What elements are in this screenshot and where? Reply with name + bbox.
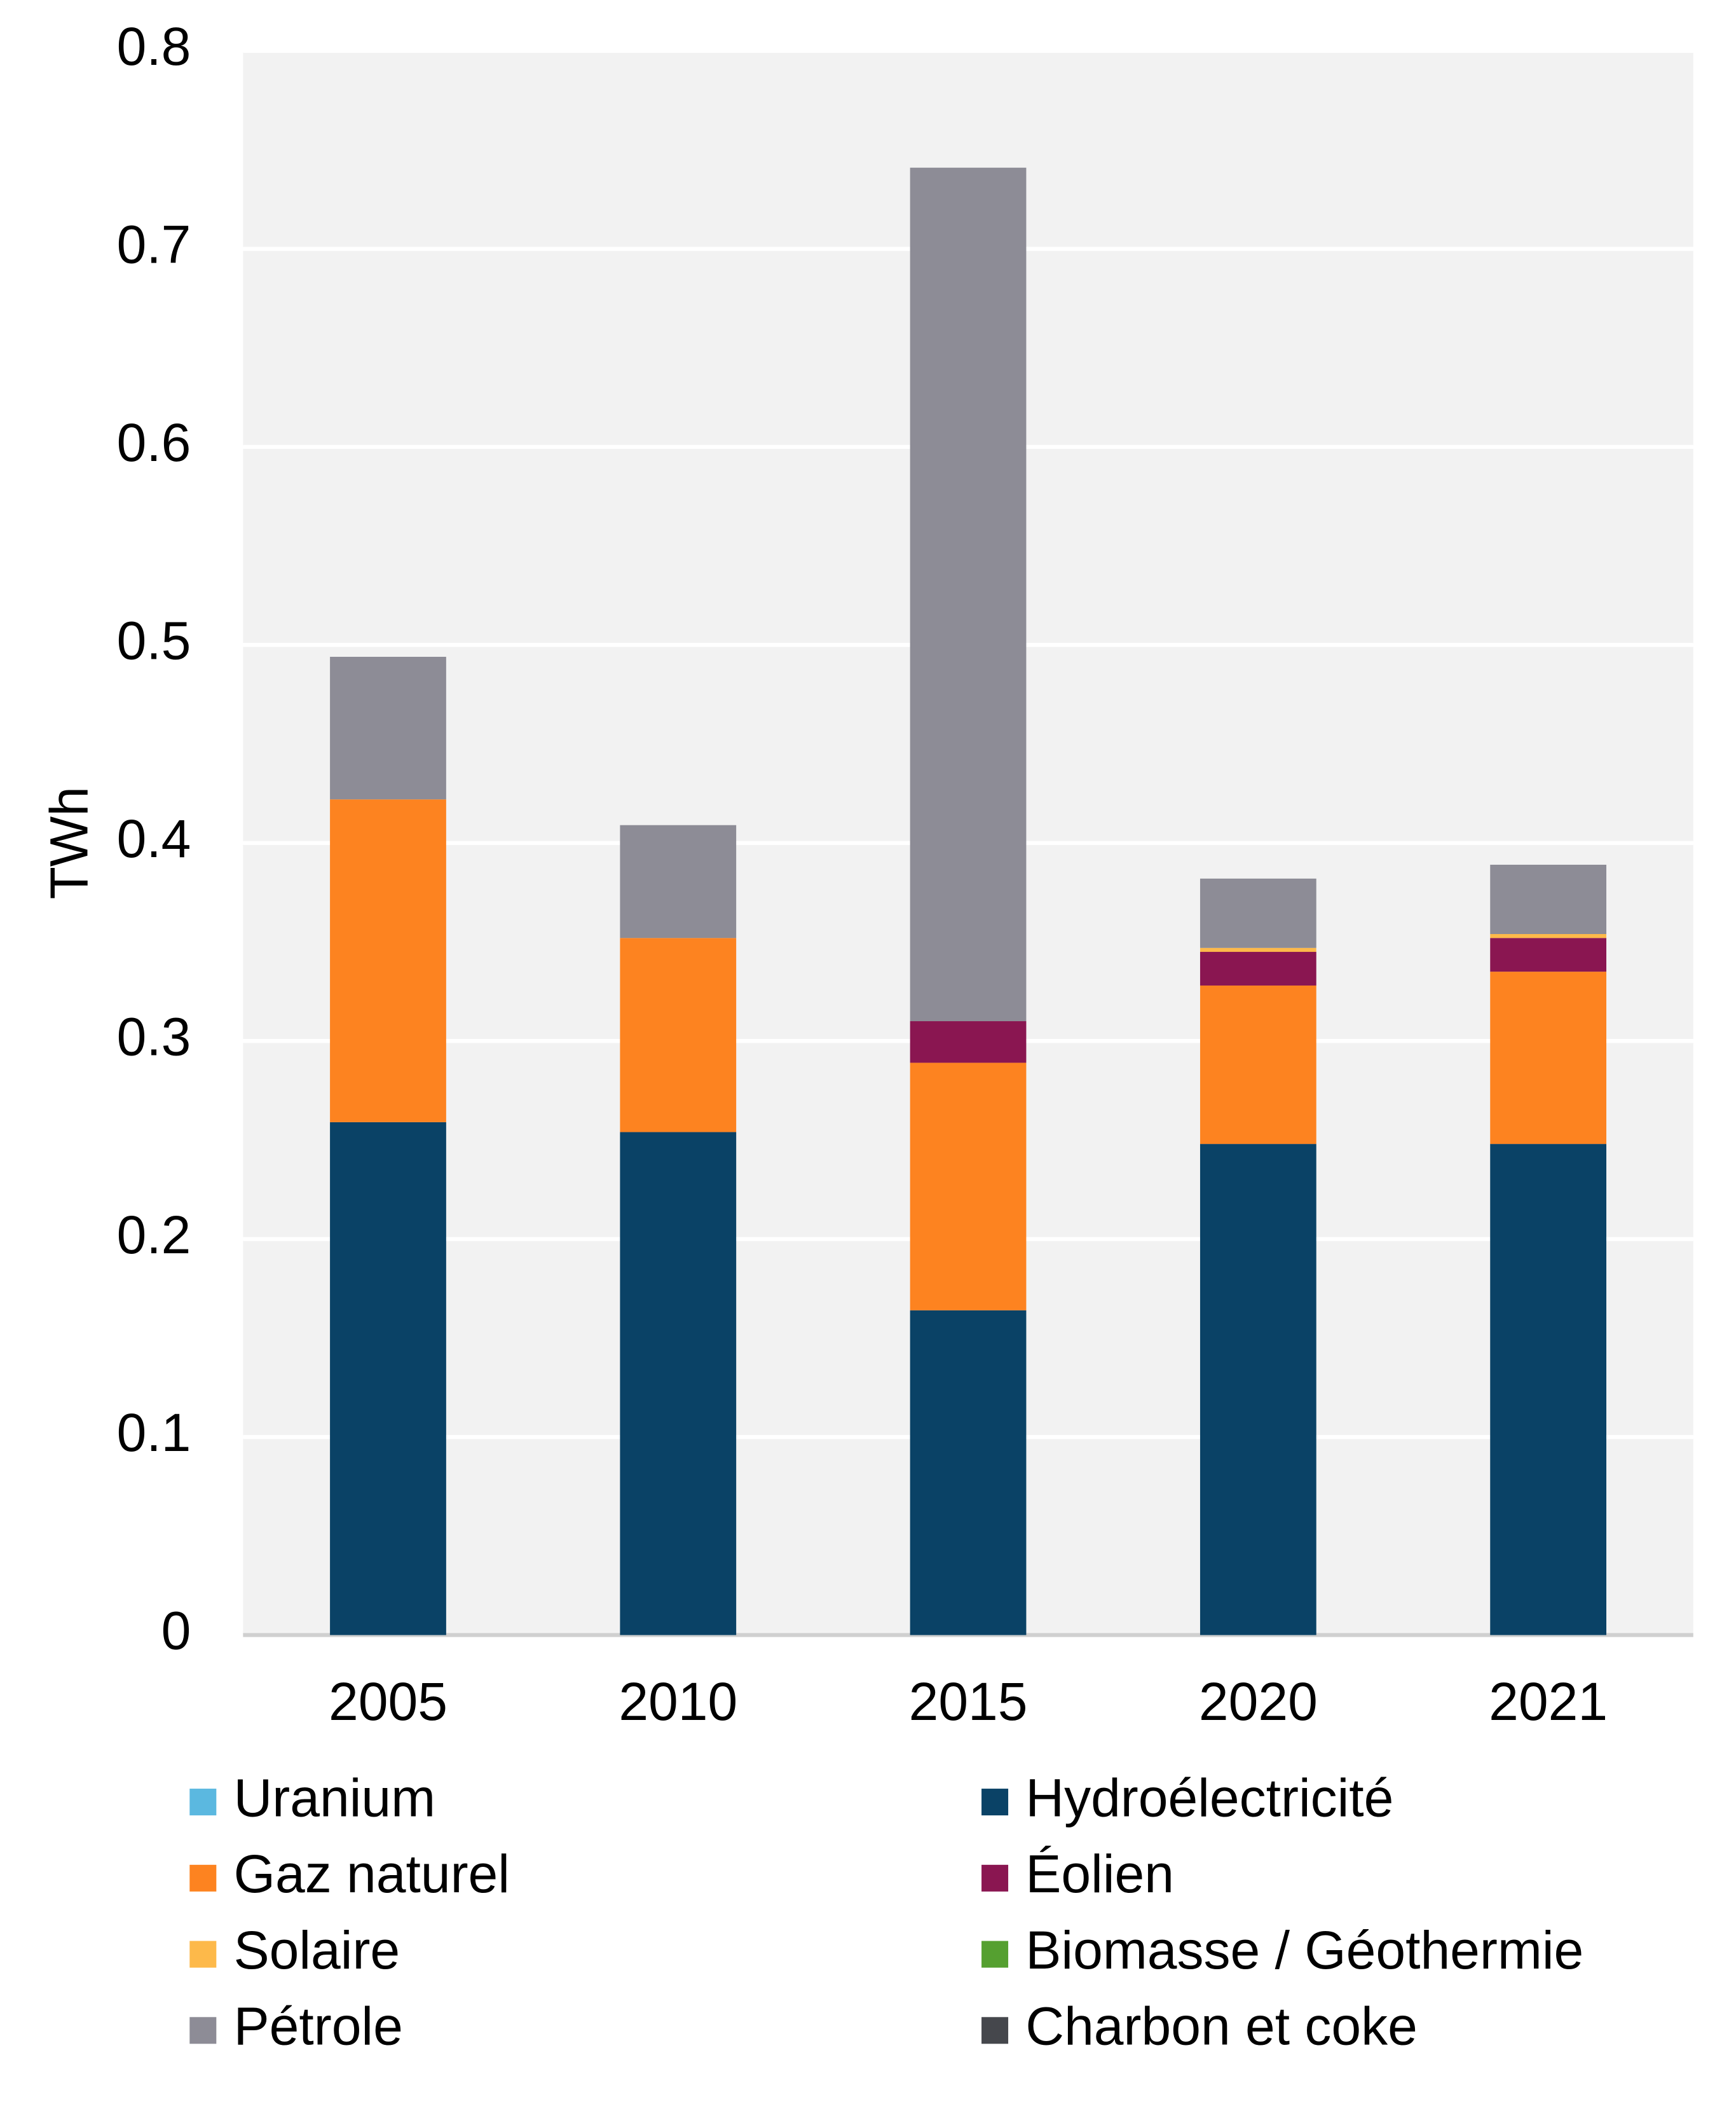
y-tick-label: 0.6	[117, 413, 191, 472]
legend-swatch	[981, 1789, 1009, 1816]
legend-swatch	[981, 2017, 1009, 2044]
legend-label: Gaz naturel	[234, 1844, 510, 1904]
legend-swatch	[189, 1941, 217, 1968]
bar-segment	[1199, 952, 1316, 986]
bar-segment	[330, 1122, 446, 1635]
x-tick-label: 2010	[619, 1672, 737, 1731]
bar-segment	[620, 825, 737, 939]
y-tick-label: 0.3	[117, 1007, 191, 1066]
bar-segment	[330, 656, 446, 800]
legend-label: Hydroélectricité	[1025, 1768, 1393, 1827]
legend-swatch	[981, 1864, 1009, 1892]
legend-swatch	[981, 1941, 1009, 1968]
bar-segment	[1199, 878, 1316, 948]
y-tick-label: 0.8	[117, 17, 191, 76]
legend-swatch	[189, 1789, 217, 1816]
legend-label: Uranium	[234, 1768, 435, 1827]
bar-segment	[330, 799, 446, 1122]
bar-segment	[1490, 933, 1607, 939]
legend-label: Charbon et coke	[1025, 1997, 1418, 2056]
bar-segment	[620, 1132, 737, 1635]
y-tick-label: 0.1	[117, 1403, 191, 1462]
x-tick-label: 2021	[1489, 1672, 1608, 1731]
y-tick-label: 0.2	[117, 1205, 191, 1265]
bar-segment	[1490, 938, 1607, 972]
x-tick-label: 2020	[1199, 1672, 1318, 1731]
legend-swatch	[189, 1864, 217, 1892]
y-tick-label: 0	[161, 1601, 191, 1661]
bar-segment	[1199, 1144, 1316, 1635]
bar-segment	[910, 1062, 1027, 1310]
legend-label: Éolien	[1025, 1844, 1174, 1904]
bar-segment	[910, 167, 1027, 1022]
y-axis-label: TWh	[39, 787, 99, 899]
bar-segment	[910, 1310, 1027, 1635]
legend-label: Pétrole	[234, 1997, 403, 2056]
legend-label: Solaire	[234, 1920, 400, 1980]
x-tick-label: 2015	[909, 1672, 1028, 1731]
bar-segment	[910, 1021, 1027, 1063]
x-tick-label: 2005	[329, 1672, 448, 1731]
y-tick-label: 0.5	[117, 610, 191, 670]
y-tick-label: 0.4	[117, 809, 191, 869]
bar-segment	[1490, 864, 1607, 934]
y-tick-label: 0.7	[117, 215, 191, 275]
bar-segment	[1199, 947, 1316, 952]
legend-label: Biomasse / Géothermie	[1025, 1920, 1583, 1980]
bar-segment	[1490, 1144, 1607, 1635]
legend-swatch	[189, 2017, 217, 2044]
bar-segment	[1199, 985, 1316, 1145]
bar-segment	[1490, 972, 1607, 1145]
bar-segment	[620, 938, 737, 1132]
